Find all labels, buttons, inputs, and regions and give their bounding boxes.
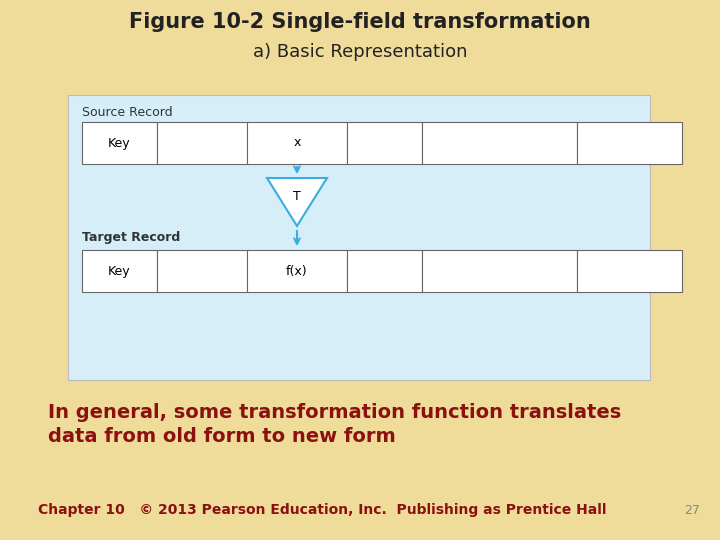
Bar	[68, 95, 650, 380]
Bar	[422, 250, 577, 292]
Text: Target Record: Target Record	[82, 232, 180, 245]
Text: Figure 10-2 Single-field transformation: Figure 10-2 Single-field transformation	[129, 12, 591, 32]
Text: In general, some transformation function translates: In general, some transformation function…	[48, 402, 621, 422]
Bar	[82, 250, 157, 292]
Bar	[157, 250, 247, 292]
Text: data from old form to new form: data from old form to new form	[48, 427, 396, 446]
Bar	[577, 122, 682, 164]
Bar	[422, 122, 577, 164]
Text: 27: 27	[684, 503, 700, 516]
Text: Key: Key	[108, 137, 131, 150]
Polygon shape	[267, 178, 327, 226]
Text: x: x	[293, 137, 301, 150]
Text: T: T	[293, 190, 301, 202]
Bar	[347, 250, 422, 292]
Bar	[247, 122, 347, 164]
Bar	[82, 122, 157, 164]
Bar	[577, 250, 682, 292]
Bar	[347, 122, 422, 164]
Text: Chapter 10   © 2013 Pearson Education, Inc.  Publishing as Prentice Hall: Chapter 10 © 2013 Pearson Education, Inc…	[38, 503, 606, 517]
Text: f(x): f(x)	[286, 265, 308, 278]
Text: Key: Key	[108, 265, 131, 278]
Bar	[247, 250, 347, 292]
Text: a) Basic Representation: a) Basic Representation	[253, 43, 467, 61]
Bar	[157, 122, 247, 164]
Text: Source Record: Source Record	[82, 105, 173, 118]
